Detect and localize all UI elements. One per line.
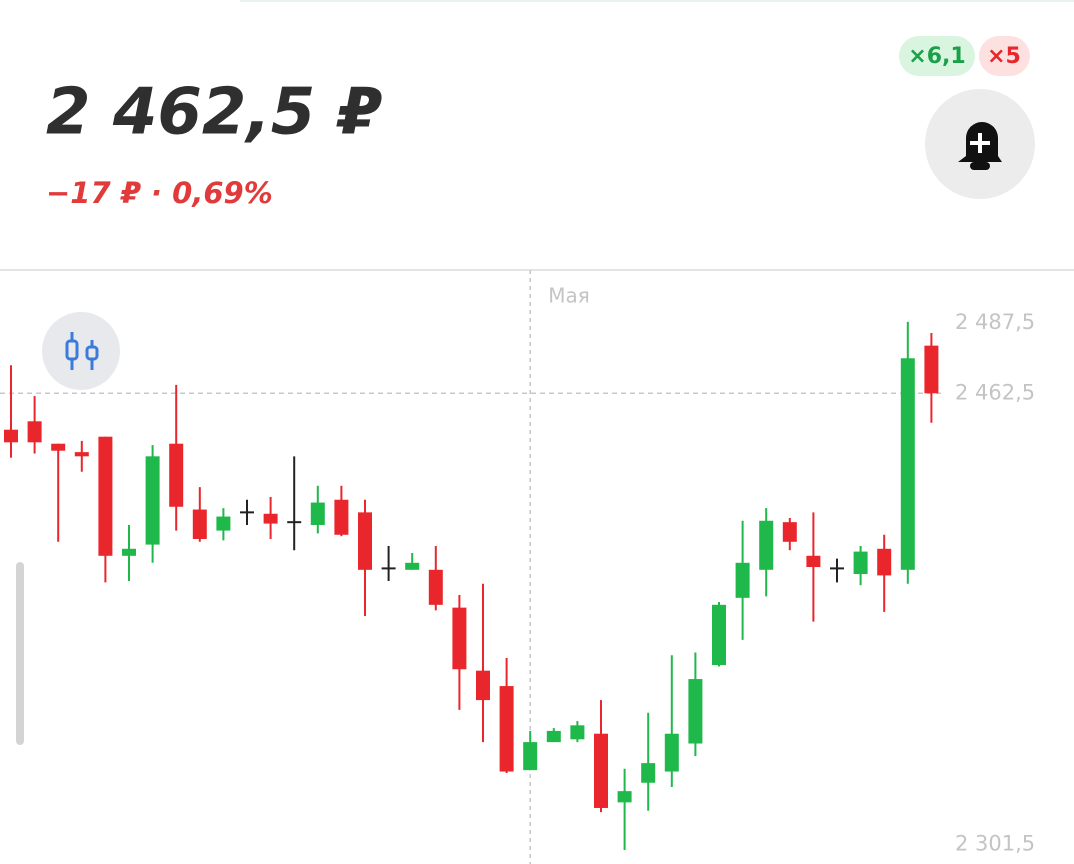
candle-body (27, 421, 42, 443)
price-change: −17 ₽ · 0,69% (46, 176, 273, 210)
candle-body (405, 562, 420, 570)
candle-body (216, 516, 231, 531)
candle-body (877, 548, 892, 576)
candle-body (334, 499, 349, 535)
candle-body (782, 522, 797, 542)
candle-body (452, 607, 467, 670)
candle-body (192, 509, 207, 539)
candle-body (263, 513, 278, 524)
candle-body (594, 733, 608, 808)
y-tick-label: 2 462,5 (955, 380, 1035, 404)
candle-body (664, 733, 679, 772)
scrollbar (16, 562, 24, 745)
x-tick-label: Мая (548, 284, 590, 308)
candle-body (98, 436, 113, 556)
candle-body (735, 562, 750, 598)
badge-red[interactable] (979, 36, 1030, 76)
candle-body (74, 452, 89, 457)
y-tick-label: 2 301,5 (955, 831, 1035, 855)
candle-body (900, 358, 915, 570)
candle-body (145, 456, 160, 545)
candle-body (358, 512, 372, 570)
price: 2 462,5 ₽ (46, 76, 384, 150)
alert-button[interactable] (925, 89, 1035, 199)
indicator-button[interactable] (42, 312, 120, 390)
candle-body (122, 548, 136, 556)
badge-green[interactable] (899, 36, 975, 76)
candle-body (759, 520, 774, 570)
candle-body (310, 502, 325, 525)
candle-body (546, 730, 561, 743)
candle-body (853, 551, 868, 575)
candle-body (523, 742, 538, 771)
candle-body (476, 670, 490, 701)
candle-body (712, 604, 726, 666)
badge-green-label: ×6,1 (908, 44, 965, 69)
candle-body (4, 429, 18, 443)
candle-body (806, 555, 821, 567)
candle-body (51, 443, 66, 451)
candle-body (499, 686, 514, 772)
y-tick-label: 2 487,5 (955, 310, 1035, 334)
candle-body (617, 791, 632, 803)
candle-body (924, 345, 939, 394)
candle-body (428, 569, 443, 605)
chart: Мая 2 487,5 2 462,5 2 301,5 (0, 270, 1035, 864)
candle-body (641, 763, 656, 783)
badge-red-label: ×5 (987, 44, 1021, 69)
candle-body (169, 443, 184, 507)
candle-body (570, 725, 585, 740)
candle-body (688, 679, 703, 744)
